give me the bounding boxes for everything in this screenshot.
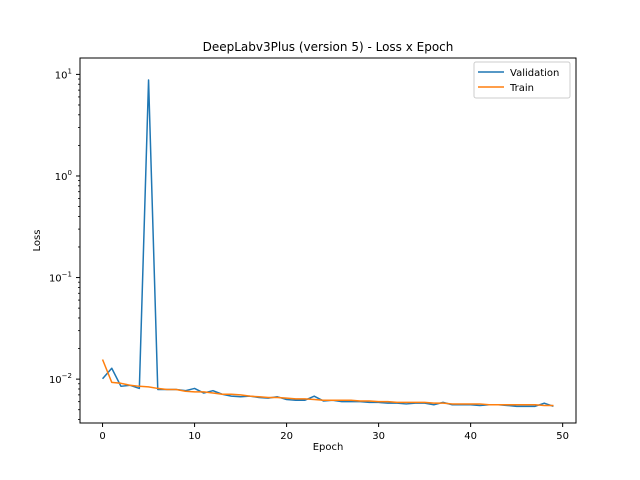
x-axis-label: Epoch [313,442,344,453]
legend-box [473,61,571,99]
legend: Validation Train [473,61,571,99]
y-tick-label: 100 [55,169,72,183]
plot-area [79,57,577,424]
series-layer [101,79,554,408]
axes-frame [79,57,577,424]
legend-label-train: Train [509,83,534,94]
x-tick-label: 0 [99,431,105,442]
y-axis: 10−2 10−1 100 101 [49,67,80,420]
y-tick-label: 10−1 [49,271,72,285]
y-tick-label: 101 [55,67,72,81]
series-line-train [101,359,554,407]
x-tick-label: 10 [188,431,201,442]
x-tick-label: 20 [280,431,293,442]
x-tick-label: 50 [556,431,569,442]
chart-title: DeepLabv3Plus (version 5) - Loss x Epoch [203,40,454,54]
y-tick-label: 10−2 [49,372,72,386]
x-tick-label: 30 [372,431,385,442]
y-axis-label: Loss [32,230,43,252]
x-axis: 0 10 20 30 40 50 [99,423,569,442]
series-line-validation [101,79,554,408]
legend-label-validation: Validation [510,68,559,79]
x-tick-label: 40 [464,431,477,442]
